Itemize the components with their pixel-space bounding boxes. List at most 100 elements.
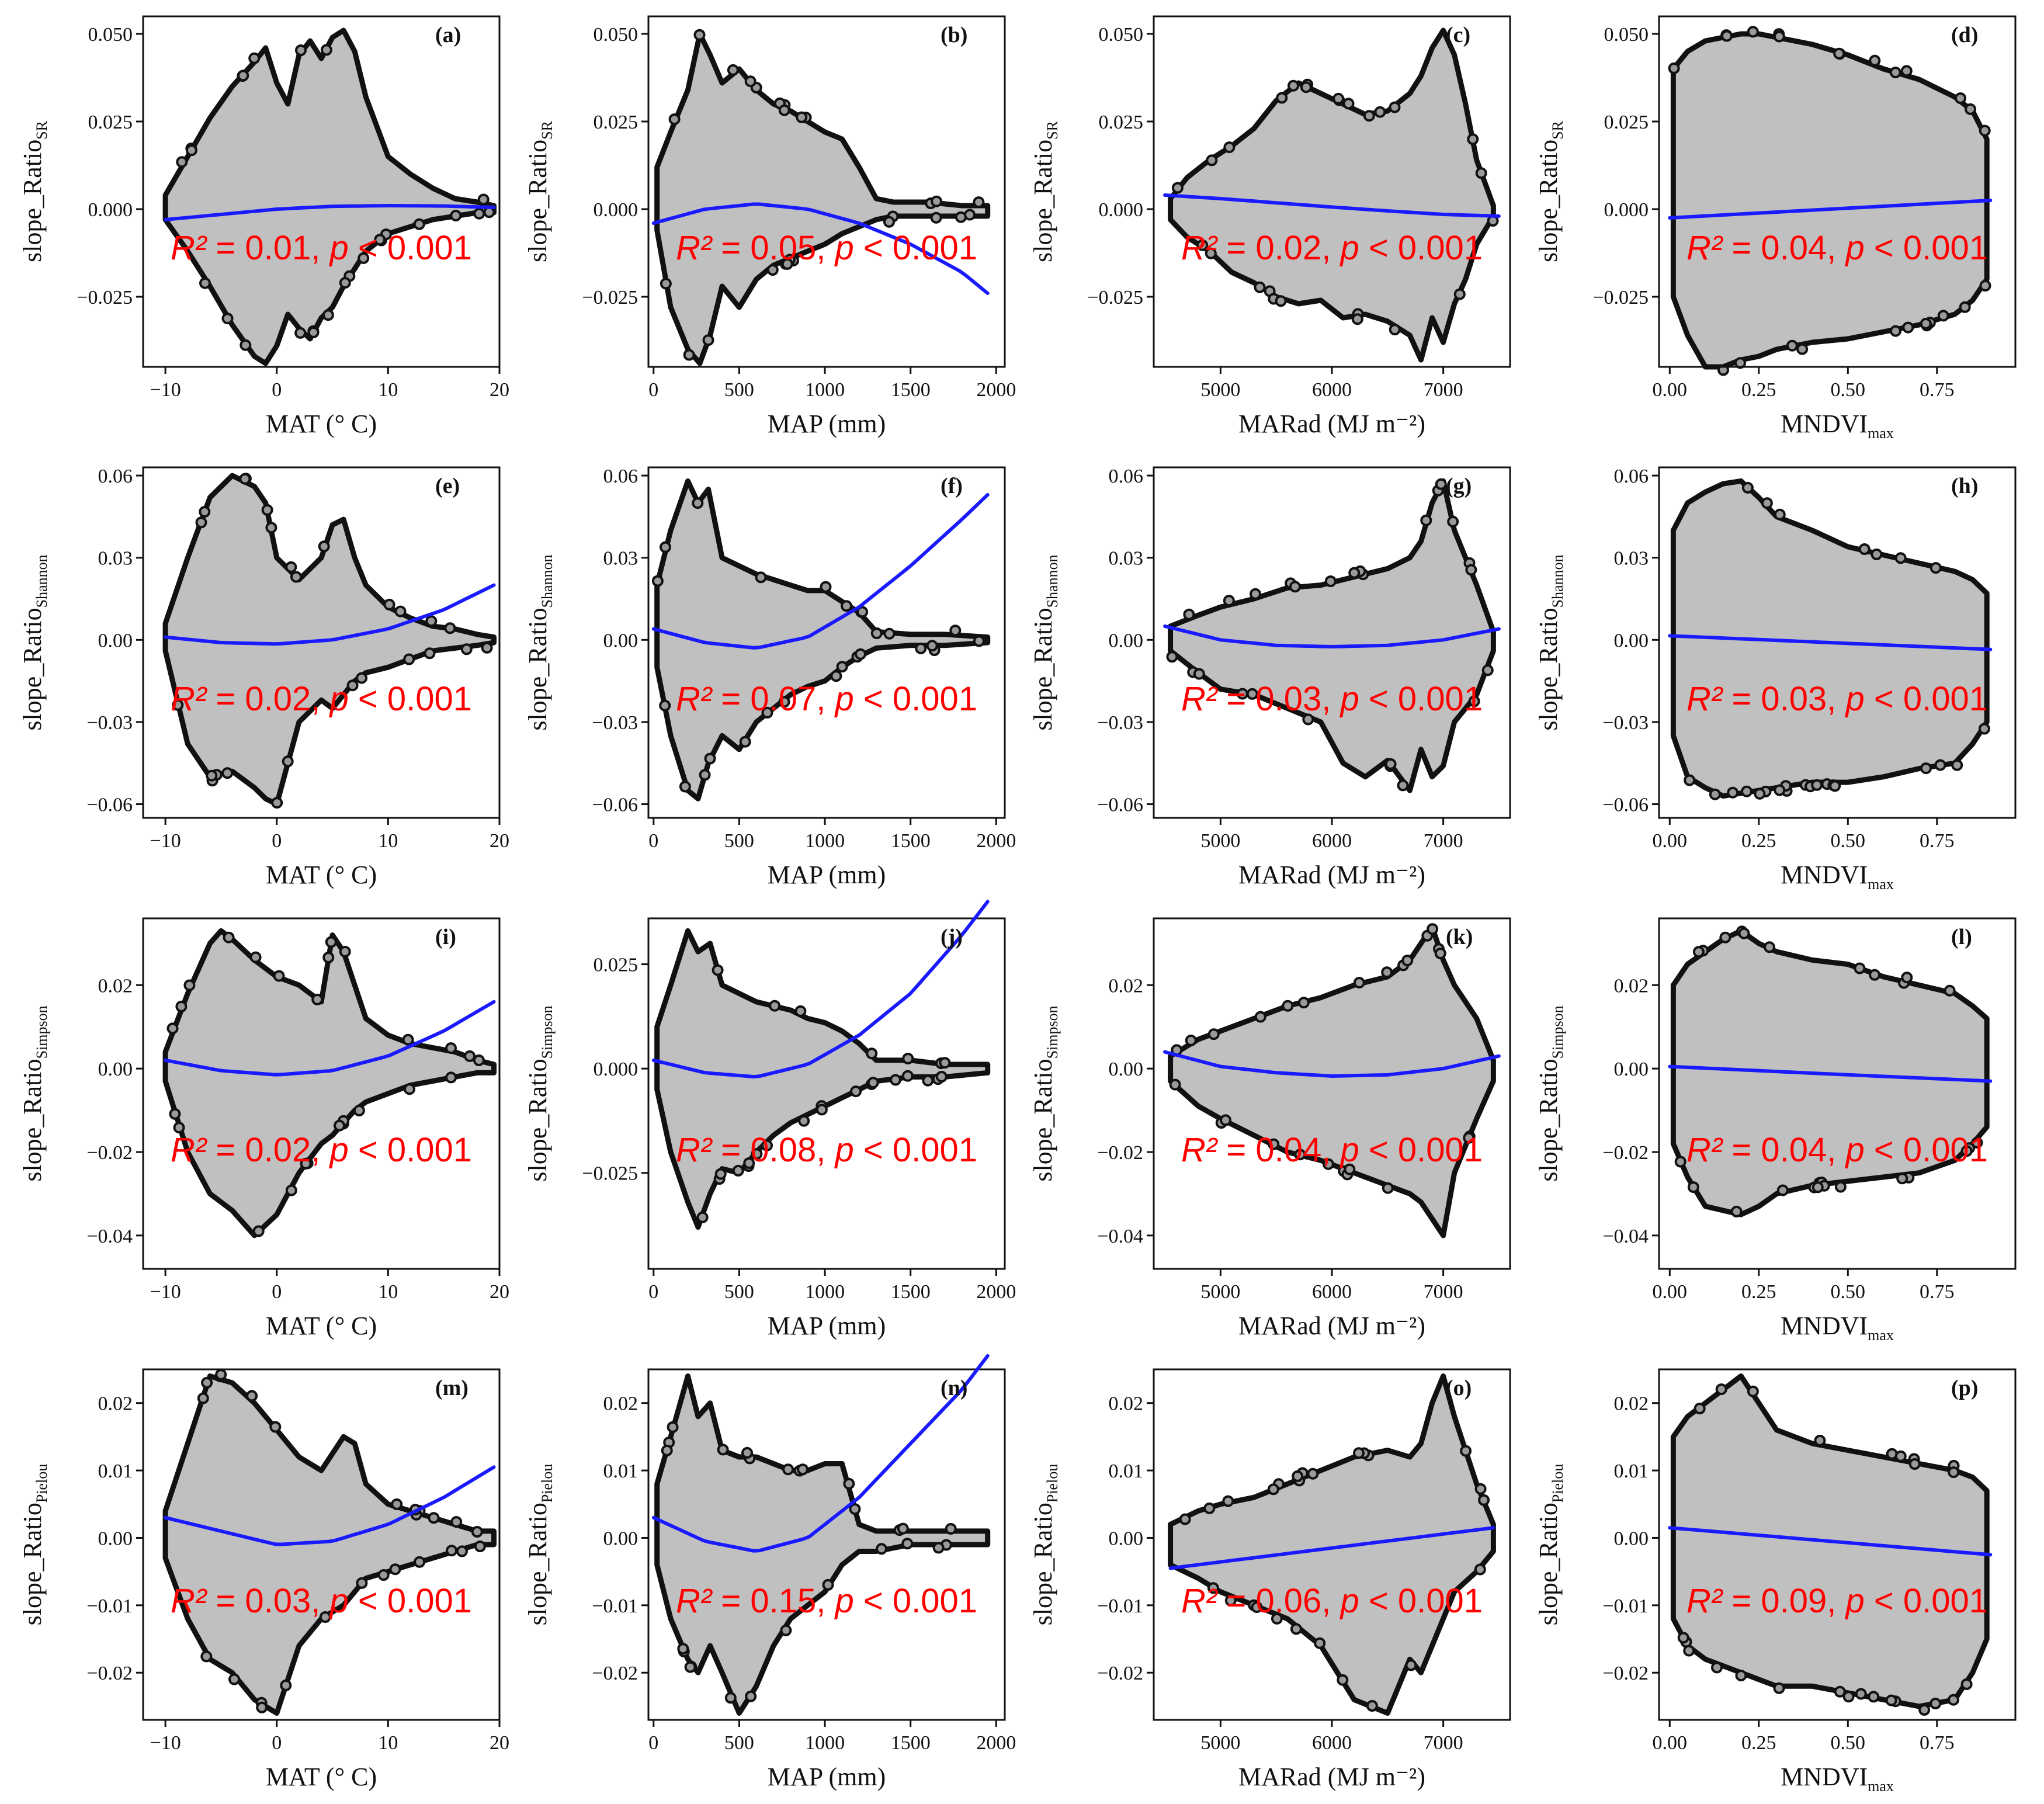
x-tick-label: 20 — [490, 1732, 509, 1754]
data-point — [444, 622, 456, 634]
data-point — [1896, 1172, 1908, 1185]
scatter-points-f — [651, 497, 985, 793]
data-point — [424, 647, 436, 660]
data-point — [300, 1157, 312, 1170]
data-point — [1894, 552, 1907, 564]
panel-label-e: (e) — [435, 474, 460, 498]
data-point — [311, 993, 324, 1005]
data-point — [1363, 110, 1375, 122]
data-point — [1267, 1483, 1279, 1496]
data-point — [684, 1661, 696, 1673]
x-tick-label: 500 — [724, 1281, 754, 1303]
stat-annotation-k: R² = 0.04, p < 0.001 — [1181, 1131, 1483, 1169]
data-point — [450, 210, 462, 221]
x-tick-label: 20 — [490, 379, 509, 401]
data-point — [1463, 1132, 1475, 1144]
y-axis-label-d: slope_RatioSR — [1534, 120, 1566, 262]
data-point — [1193, 668, 1205, 680]
panel-label-m: (m) — [435, 1376, 469, 1400]
data-point — [237, 70, 249, 82]
data-point — [1948, 1466, 1960, 1479]
data-point — [883, 216, 895, 228]
data-point — [404, 1083, 415, 1095]
x-tick-label: 1500 — [891, 830, 931, 852]
data-point — [223, 931, 235, 943]
data-point — [1289, 581, 1301, 593]
stat-annotation-m: R² = 0.03, p < 0.001 — [171, 1582, 472, 1620]
x-axis-label-n: MAP (mm) — [768, 1763, 886, 1791]
panel-label-p: (p) — [1951, 1376, 1978, 1400]
x-tick-label: 0.50 — [1831, 379, 1866, 401]
data-point — [1389, 101, 1401, 113]
y-tick-label: −0.01 — [592, 1595, 638, 1617]
data-point — [683, 349, 695, 361]
y-tick-label: 0.025 — [88, 112, 133, 133]
y-tick-label: 0.050 — [1099, 24, 1144, 46]
y-tick-label: 0.000 — [1604, 199, 1649, 221]
data-point — [265, 522, 277, 534]
data-point — [727, 64, 739, 76]
data-point — [1693, 1403, 1706, 1414]
data-point — [717, 1444, 729, 1456]
data-point — [667, 1421, 679, 1433]
x-axis-label-k: MARad (MJ m⁻²) — [1238, 1312, 1425, 1340]
y-tick-label: 0.03 — [1614, 548, 1649, 570]
data-point — [402, 1033, 414, 1046]
plot-frame-h — [1658, 466, 2017, 819]
x-axis-label-i: MAT (° C) — [266, 1312, 377, 1340]
y-tick-label: −0.02 — [86, 1142, 133, 1164]
y-tick-label: −0.06 — [592, 795, 638, 816]
data-point — [945, 1523, 957, 1535]
data-point — [325, 936, 337, 948]
data-point — [761, 1139, 773, 1151]
y-tick-label: 0.00 — [1614, 1059, 1649, 1080]
data-point — [856, 606, 869, 618]
data-point — [1774, 784, 1786, 796]
data-point — [389, 1563, 401, 1576]
x-tick-label: 0 — [272, 1732, 282, 1754]
data-point — [1207, 1582, 1219, 1594]
x-tick-label: 6000 — [1312, 1732, 1352, 1754]
x-tick-label: 1500 — [891, 1281, 931, 1303]
fit-curve-o — [1168, 1526, 1495, 1570]
data-point — [1292, 1470, 1304, 1482]
data-point — [1674, 1156, 1686, 1168]
data-point — [696, 1211, 709, 1223]
stat-annotation-h: R² = 0.03, p < 0.001 — [1686, 680, 1988, 718]
data-point — [1684, 774, 1696, 786]
data-point — [1435, 478, 1447, 490]
data-point — [1901, 972, 1913, 984]
y-tick-label: −0.06 — [1097, 795, 1143, 816]
x-tick-label: 20 — [490, 1281, 509, 1303]
data-point — [901, 1070, 914, 1082]
data-point — [285, 1184, 297, 1196]
data-point — [1389, 324, 1401, 336]
stat-annotation-d: R² = 0.04, p < 0.001 — [1686, 229, 1988, 267]
x-axis-label-b: MAP (mm) — [768, 410, 886, 438]
data-point — [1254, 1011, 1266, 1023]
data-point — [1944, 984, 1956, 997]
data-point — [1405, 1659, 1417, 1671]
x-tick-label: 500 — [724, 830, 754, 852]
data-point — [973, 635, 985, 647]
scatter-points-m — [197, 1369, 486, 1713]
data-point — [1300, 81, 1312, 93]
data-point — [1468, 695, 1480, 707]
data-point — [1735, 1670, 1747, 1682]
data-point — [339, 946, 351, 957]
x-tick-label: −10 — [150, 1732, 181, 1754]
data-point — [1297, 997, 1310, 1009]
y-tick-label: 0.06 — [1109, 466, 1144, 487]
panel-label-d: (d) — [1951, 23, 1978, 47]
x-tick-label: 0 — [648, 1732, 658, 1754]
y-tick-label: −0.04 — [86, 1226, 133, 1247]
data-point — [1854, 962, 1866, 974]
data-point — [1900, 65, 1913, 77]
scatter-cloud-f — [654, 478, 991, 802]
y-tick-label: 0.025 — [1604, 112, 1649, 133]
data-point — [1344, 1163, 1356, 1175]
y-tick-label: 0.00 — [1614, 630, 1649, 651]
data-point — [780, 1624, 792, 1636]
x-tick-label: 10 — [378, 1732, 398, 1754]
data-point — [356, 672, 368, 684]
